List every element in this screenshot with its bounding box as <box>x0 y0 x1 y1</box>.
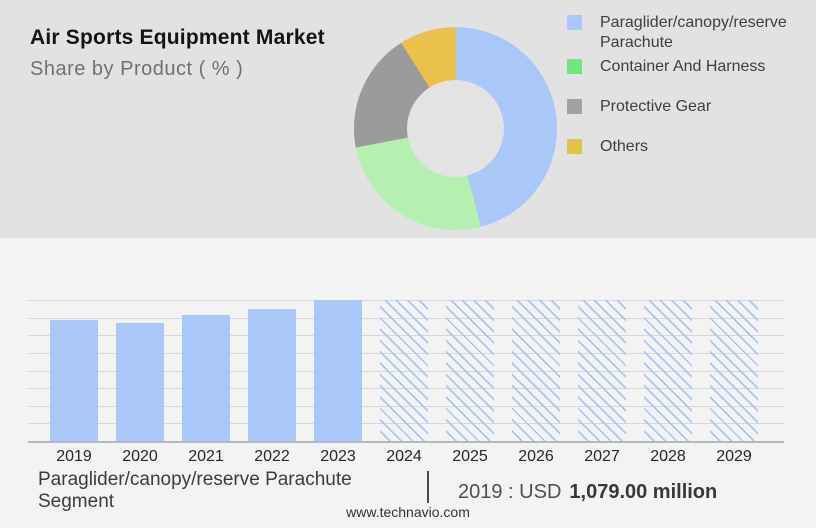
legend-item-protective-gear: Protective Gear <box>567 97 813 117</box>
x-axis-label-2026: 2026 <box>518 448 554 465</box>
bar-2024-forecast <box>380 300 428 441</box>
bar-2025-forecast <box>446 300 494 441</box>
website-url: www.technavio.com <box>346 504 470 520</box>
x-axis-label-2027: 2027 <box>584 448 620 465</box>
x-axis-label-2025: 2025 <box>452 448 488 465</box>
bar-2022 <box>248 309 296 441</box>
legend-item-paraglider: Paraglider/canopy/reserve Parachute <box>567 13 813 53</box>
legend-swatch-gray-icon <box>567 99 582 114</box>
donut-chart <box>354 27 557 230</box>
page-title: Air Sports Equipment Market <box>30 26 325 49</box>
segment-caption: Paraglider/canopy/reserve Parachute Segm… <box>38 469 352 512</box>
bar-2029-forecast <box>710 300 758 441</box>
x-axis-label-2021: 2021 <box>188 448 224 465</box>
legend-swatch-green-icon <box>567 59 582 74</box>
x-axis-label-2022: 2022 <box>254 448 290 465</box>
x-axis-label-2024: 2024 <box>386 448 422 465</box>
legend-label: Others <box>600 138 649 155</box>
x-axis-label-2029: 2029 <box>716 448 752 465</box>
bar-2023 <box>314 300 362 441</box>
x-axis-label-2020: 2020 <box>122 448 158 465</box>
legend-item-container-harness: Container And Harness <box>567 57 813 77</box>
legend-label: Container And Harness <box>600 58 766 75</box>
bar-2027-forecast <box>578 300 626 441</box>
bar-2020 <box>116 323 164 441</box>
bar-plot: 2019 2020 2021 2022 2023 2024 2025 2026 2027 2028… <box>28 300 784 465</box>
x-axis-label-2019: 2019 <box>56 448 92 465</box>
legend-swatch-blue-icon <box>567 15 582 30</box>
bar-2019 <box>50 320 98 441</box>
value-caption: 2019 : USD 1,079.00 million <box>458 481 717 504</box>
caption-divider <box>427 471 429 503</box>
donut-hole <box>407 80 504 177</box>
legend-label: Paraglider/canopy/reserve Parachute <box>600 14 787 51</box>
value-amount: 1,079.00 million <box>569 481 718 503</box>
legend: Paraglider/canopy/reserve Parachute Cont… <box>567 13 813 177</box>
bar-2021 <box>182 315 230 441</box>
legend-item-others: Others <box>567 137 813 157</box>
legend-label: Protective Gear <box>600 98 712 115</box>
x-axis-label-2028: 2028 <box>650 448 686 465</box>
bar-2028-forecast <box>644 300 692 441</box>
x-axis-label-2023: 2023 <box>320 448 356 465</box>
header-section: Air Sports Equipment Market Share by Pro… <box>0 0 816 238</box>
bar-chart-section: 2019 2020 2021 2022 2023 2024 2025 2026 2027 2028… <box>0 238 816 528</box>
bar-2026-forecast <box>512 300 560 441</box>
page-subtitle: Share by Product ( % ) <box>30 58 244 80</box>
value-prefix: 2019 : USD <box>458 481 562 503</box>
legend-swatch-yellow-icon <box>567 139 582 154</box>
